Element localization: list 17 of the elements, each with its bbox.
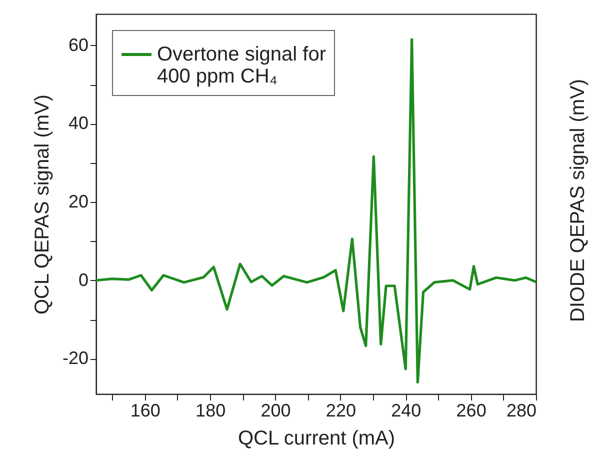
- x-axis-title: QCL current (mA): [238, 428, 396, 450]
- y-tick-label: 20: [68, 192, 88, 212]
- x-tick-label: 260: [456, 400, 486, 420]
- x-tick-label: 240: [391, 400, 422, 420]
- legend-label: Overtone signal for 400 ppm CH₄: [157, 44, 326, 88]
- x-tick-label: 220: [326, 400, 356, 420]
- y-tick-label: 60: [68, 34, 88, 55]
- y-tick-label: 0: [78, 270, 88, 290]
- x-tick-label: 200: [260, 400, 291, 420]
- x-tick-label: 160: [130, 400, 160, 420]
- x-tick-label: 180: [196, 400, 226, 420]
- y2-axis-title: DIODE QEPAS signal (mV): [567, 77, 590, 324]
- y-axis-title: QCL QEPAS signal (mV): [31, 94, 54, 315]
- y-tick-label: -20: [62, 348, 88, 368]
- y-tick-label: 40: [68, 113, 88, 134]
- x-tick-label: 280: [506, 400, 536, 420]
- line-series: [94, 38, 538, 384]
